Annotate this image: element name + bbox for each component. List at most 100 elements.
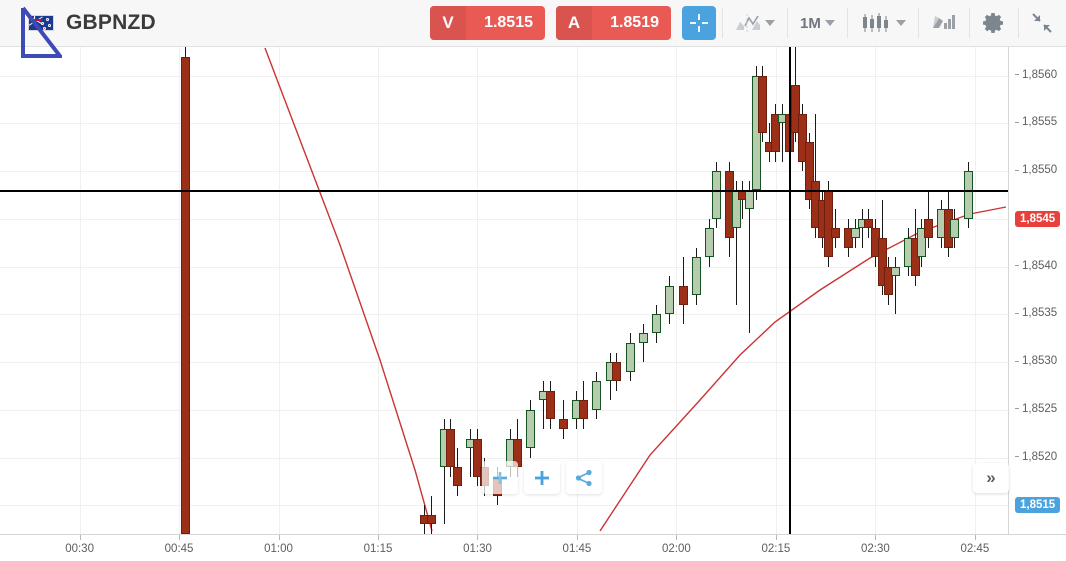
divider <box>968 8 970 38</box>
candlestick-icon[interactable] <box>848 0 918 47</box>
time-tick-mark <box>875 535 876 540</box>
gear-icon[interactable] <box>970 0 1018 47</box>
gridline-vertical <box>179 47 180 534</box>
candle <box>638 47 648 534</box>
gridline-vertical <box>80 47 81 534</box>
candle <box>797 47 807 534</box>
candle <box>426 47 436 534</box>
ask-price-badge: 1,8545 <box>1015 210 1061 227</box>
price-tick-label: 1,8550 <box>1015 164 1057 176</box>
chevron-down-icon <box>895 20 906 26</box>
timeframe-label: 1M <box>800 14 821 32</box>
candle <box>917 47 927 534</box>
candle <box>950 47 960 534</box>
ask-letter: A <box>556 6 592 40</box>
timeframe-selector[interactable]: 1M <box>788 0 847 47</box>
collapse-arrows-icon[interactable] <box>1019 0 1065 47</box>
price-level-line[interactable] <box>0 190 1008 192</box>
gridline-horizontal <box>0 457 1008 459</box>
bid-value: 1.8515 <box>484 14 533 31</box>
time-tick-label: 02:15 <box>761 543 791 555</box>
share-tool[interactable] <box>566 461 602 494</box>
time-tick-mark <box>577 535 578 540</box>
ask-price-button[interactable]: A 1.8519 <box>556 6 671 40</box>
price-tick-label: 1,8535 <box>1015 307 1057 319</box>
crosshair-icon[interactable] <box>682 6 716 40</box>
gridline-horizontal <box>0 218 1008 220</box>
candle <box>877 47 887 534</box>
gridline-horizontal <box>0 123 1008 125</box>
gridline-horizontal <box>0 75 1008 77</box>
candle <box>472 47 482 534</box>
bid-price-button[interactable]: V 1.8515 <box>430 6 545 40</box>
candle <box>850 47 860 534</box>
candle <box>705 47 715 534</box>
divider <box>722 8 723 38</box>
bid-price-badge: 1,8515 <box>1015 497 1061 514</box>
time-tick-label: 02:30 <box>860 543 890 555</box>
gridline-vertical <box>477 47 478 534</box>
chart-canvas[interactable] <box>0 47 1008 534</box>
gridline-horizontal <box>0 362 1008 364</box>
time-tick-label: 02:45 <box>960 543 990 555</box>
candle <box>804 47 814 534</box>
horizontal-line-tool[interactable] <box>482 461 518 494</box>
candle <box>864 47 874 534</box>
gridline-horizontal <box>0 171 1008 173</box>
gridline-vertical <box>378 47 379 534</box>
divider <box>917 8 919 38</box>
time-tick-label: 00:45 <box>164 543 194 555</box>
candle <box>579 47 589 534</box>
floating-toolbar <box>482 461 602 494</box>
indicator-pencil-icon[interactable] <box>919 0 969 47</box>
time-tick-label: 01:30 <box>463 543 492 555</box>
scroll-to-latest-button[interactable]: » <box>973 463 1009 493</box>
time-tick-mark <box>378 535 379 540</box>
symbol-block[interactable]: GBPNZD <box>0 11 430 35</box>
candle <box>612 47 622 534</box>
candle <box>711 47 721 534</box>
candle <box>665 47 675 534</box>
chart-type-icon[interactable] <box>723 0 787 47</box>
gridline-vertical <box>776 47 777 534</box>
time-axis[interactable]: 00:30 00:45 01:00 01:15 01:30 01:45 02:00 02:15… <box>0 534 1066 561</box>
time-tick-mark <box>975 535 976 540</box>
ask-value: 1.8519 <box>610 14 659 31</box>
time-tick-label: 00:30 <box>65 543 94 555</box>
price-axis[interactable]: 1,8560 1,8555 1,8550 1,8540 1,8535 1,8530 1,85… <box>1008 47 1066 534</box>
chevron-down-icon <box>765 20 775 26</box>
candle <box>884 47 894 534</box>
gridline-vertical <box>975 47 976 534</box>
candle <box>678 47 688 534</box>
price-tick-label: 1,8540 <box>1015 260 1057 272</box>
gridline-horizontal <box>0 409 1008 411</box>
candle <box>831 47 841 534</box>
candle <box>181 47 191 534</box>
time-tick-mark <box>477 535 478 540</box>
gridline-vertical <box>577 47 578 534</box>
chevron-down-icon <box>824 20 835 26</box>
bid-letter: V <box>430 6 466 40</box>
candle <box>446 47 456 534</box>
time-tick-label: 02:00 <box>662 543 691 555</box>
candle <box>559 47 569 534</box>
time-tick-mark <box>179 535 180 540</box>
candle <box>771 47 781 534</box>
add-tool[interactable] <box>524 461 560 494</box>
candle <box>923 47 933 534</box>
candle <box>963 47 973 534</box>
price-tick-label: 1,8530 <box>1015 355 1057 367</box>
price-tick-label: 1,8555 <box>1015 116 1057 128</box>
candle <box>592 47 602 534</box>
candle <box>758 47 768 534</box>
time-tick-mark <box>776 535 777 540</box>
time-tick-mark <box>676 535 677 540</box>
candle <box>751 47 761 534</box>
candle <box>844 47 854 534</box>
candle <box>652 47 662 534</box>
time-marker-line[interactable] <box>789 47 791 534</box>
candle <box>691 47 701 534</box>
gridline-vertical <box>279 47 280 534</box>
candle <box>890 47 900 534</box>
